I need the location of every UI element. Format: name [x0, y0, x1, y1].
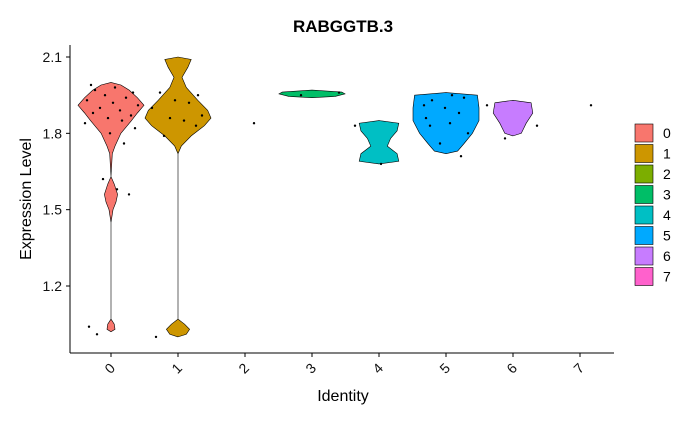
data-point	[422, 104, 426, 107]
legend-label-6: 6	[663, 248, 671, 264]
data-point	[87, 325, 91, 328]
x-tick-label: 4	[369, 360, 386, 377]
data-point	[162, 134, 166, 138]
data-point	[106, 116, 110, 120]
data-point	[430, 99, 434, 102]
data-point	[485, 104, 489, 107]
x-tick-label: 0	[101, 360, 118, 377]
x-tick-label: 5	[436, 360, 453, 377]
violin-1	[144, 56, 212, 338]
x-tick-label: 7	[570, 360, 587, 377]
data-point	[111, 101, 115, 105]
data-point	[168, 116, 172, 120]
legend-label-4: 4	[663, 207, 671, 223]
data-point	[182, 119, 186, 122]
legend-swatch-6	[634, 246, 654, 266]
data-point	[124, 96, 128, 99]
data-point	[200, 114, 204, 117]
data-point	[154, 335, 158, 339]
data-point	[95, 333, 99, 336]
x-axis-label: Identity	[317, 388, 369, 405]
legend-swatch-4	[634, 205, 654, 225]
data-point	[589, 104, 593, 107]
violin-6	[492, 99, 534, 137]
data-point	[503, 137, 507, 140]
point-layer	[83, 83, 593, 339]
data-point	[91, 111, 95, 115]
legend-swatch-1	[634, 144, 654, 163]
data-point	[424, 116, 428, 120]
data-point	[122, 142, 126, 145]
data-point	[118, 109, 122, 112]
data-point	[466, 132, 470, 135]
legend-label-0: 0	[663, 125, 671, 141]
chart-title: RABGGTB.3	[293, 17, 393, 36]
data-point	[93, 88, 97, 92]
data-point	[450, 94, 454, 97]
data-point	[83, 122, 87, 125]
data-point	[438, 142, 442, 145]
y-tick-label: 1.5	[43, 202, 63, 218]
legend-swatch-7	[634, 267, 654, 286]
x-tick-label: 6	[503, 360, 520, 377]
data-point	[150, 106, 154, 110]
data-point	[459, 155, 463, 158]
data-point	[103, 94, 107, 97]
legend: 0 1 2 3 4 5 6 7	[634, 123, 671, 286]
data-point	[173, 99, 177, 102]
y-tick-label: 1.2	[43, 278, 63, 294]
y-axis-ticks: 1.2 1.5 1.8 2.1	[43, 49, 70, 294]
data-point	[535, 124, 539, 127]
data-point	[129, 114, 133, 117]
legend-swatch-0	[634, 123, 654, 143]
data-point	[194, 124, 198, 127]
y-axis-label: Expression Level	[18, 138, 35, 260]
data-point	[127, 193, 131, 196]
legend-swatch-3	[634, 185, 654, 204]
y-tick-label: 1.8	[43, 125, 63, 141]
x-tick-label: 3	[302, 360, 319, 377]
legend-swatch-2	[634, 164, 654, 184]
data-point	[337, 91, 341, 94]
data-point	[98, 106, 102, 110]
data-point	[196, 94, 200, 97]
data-point	[113, 86, 117, 89]
data-point	[457, 111, 461, 115]
legend-label-7: 7	[663, 269, 671, 285]
legend-label-2: 2	[663, 166, 671, 182]
data-point	[108, 132, 112, 135]
data-point	[443, 106, 447, 110]
data-point	[187, 101, 191, 105]
violin-5	[412, 92, 480, 155]
data-point	[252, 122, 256, 125]
data-point	[448, 122, 452, 125]
x-tick-label: 1	[168, 360, 185, 377]
violin-3	[278, 89, 346, 99]
data-point	[115, 188, 119, 191]
legend-label-1: 1	[663, 146, 671, 162]
data-point	[89, 83, 93, 87]
data-point	[136, 104, 140, 107]
data-point	[158, 91, 162, 94]
legend-label-5: 5	[663, 228, 671, 244]
y-tick-label: 2.1	[43, 49, 63, 65]
x-axis-ticks: 0 1 2 3 4 5 6 7	[101, 353, 587, 377]
data-point	[131, 91, 135, 94]
data-point	[299, 94, 303, 97]
data-point	[120, 119, 124, 122]
data-point	[462, 96, 466, 99]
data-point	[85, 99, 89, 102]
data-point	[428, 124, 432, 127]
legend-label-3: 3	[663, 187, 671, 203]
violin-0	[77, 82, 145, 333]
data-point	[379, 162, 383, 166]
x-tick-label: 2	[235, 360, 252, 377]
violin-layer	[77, 56, 534, 338]
data-point	[353, 124, 357, 127]
data-point	[133, 127, 137, 130]
violin-4	[358, 120, 400, 165]
legend-swatch-5	[634, 226, 654, 245]
data-point	[101, 177, 105, 181]
